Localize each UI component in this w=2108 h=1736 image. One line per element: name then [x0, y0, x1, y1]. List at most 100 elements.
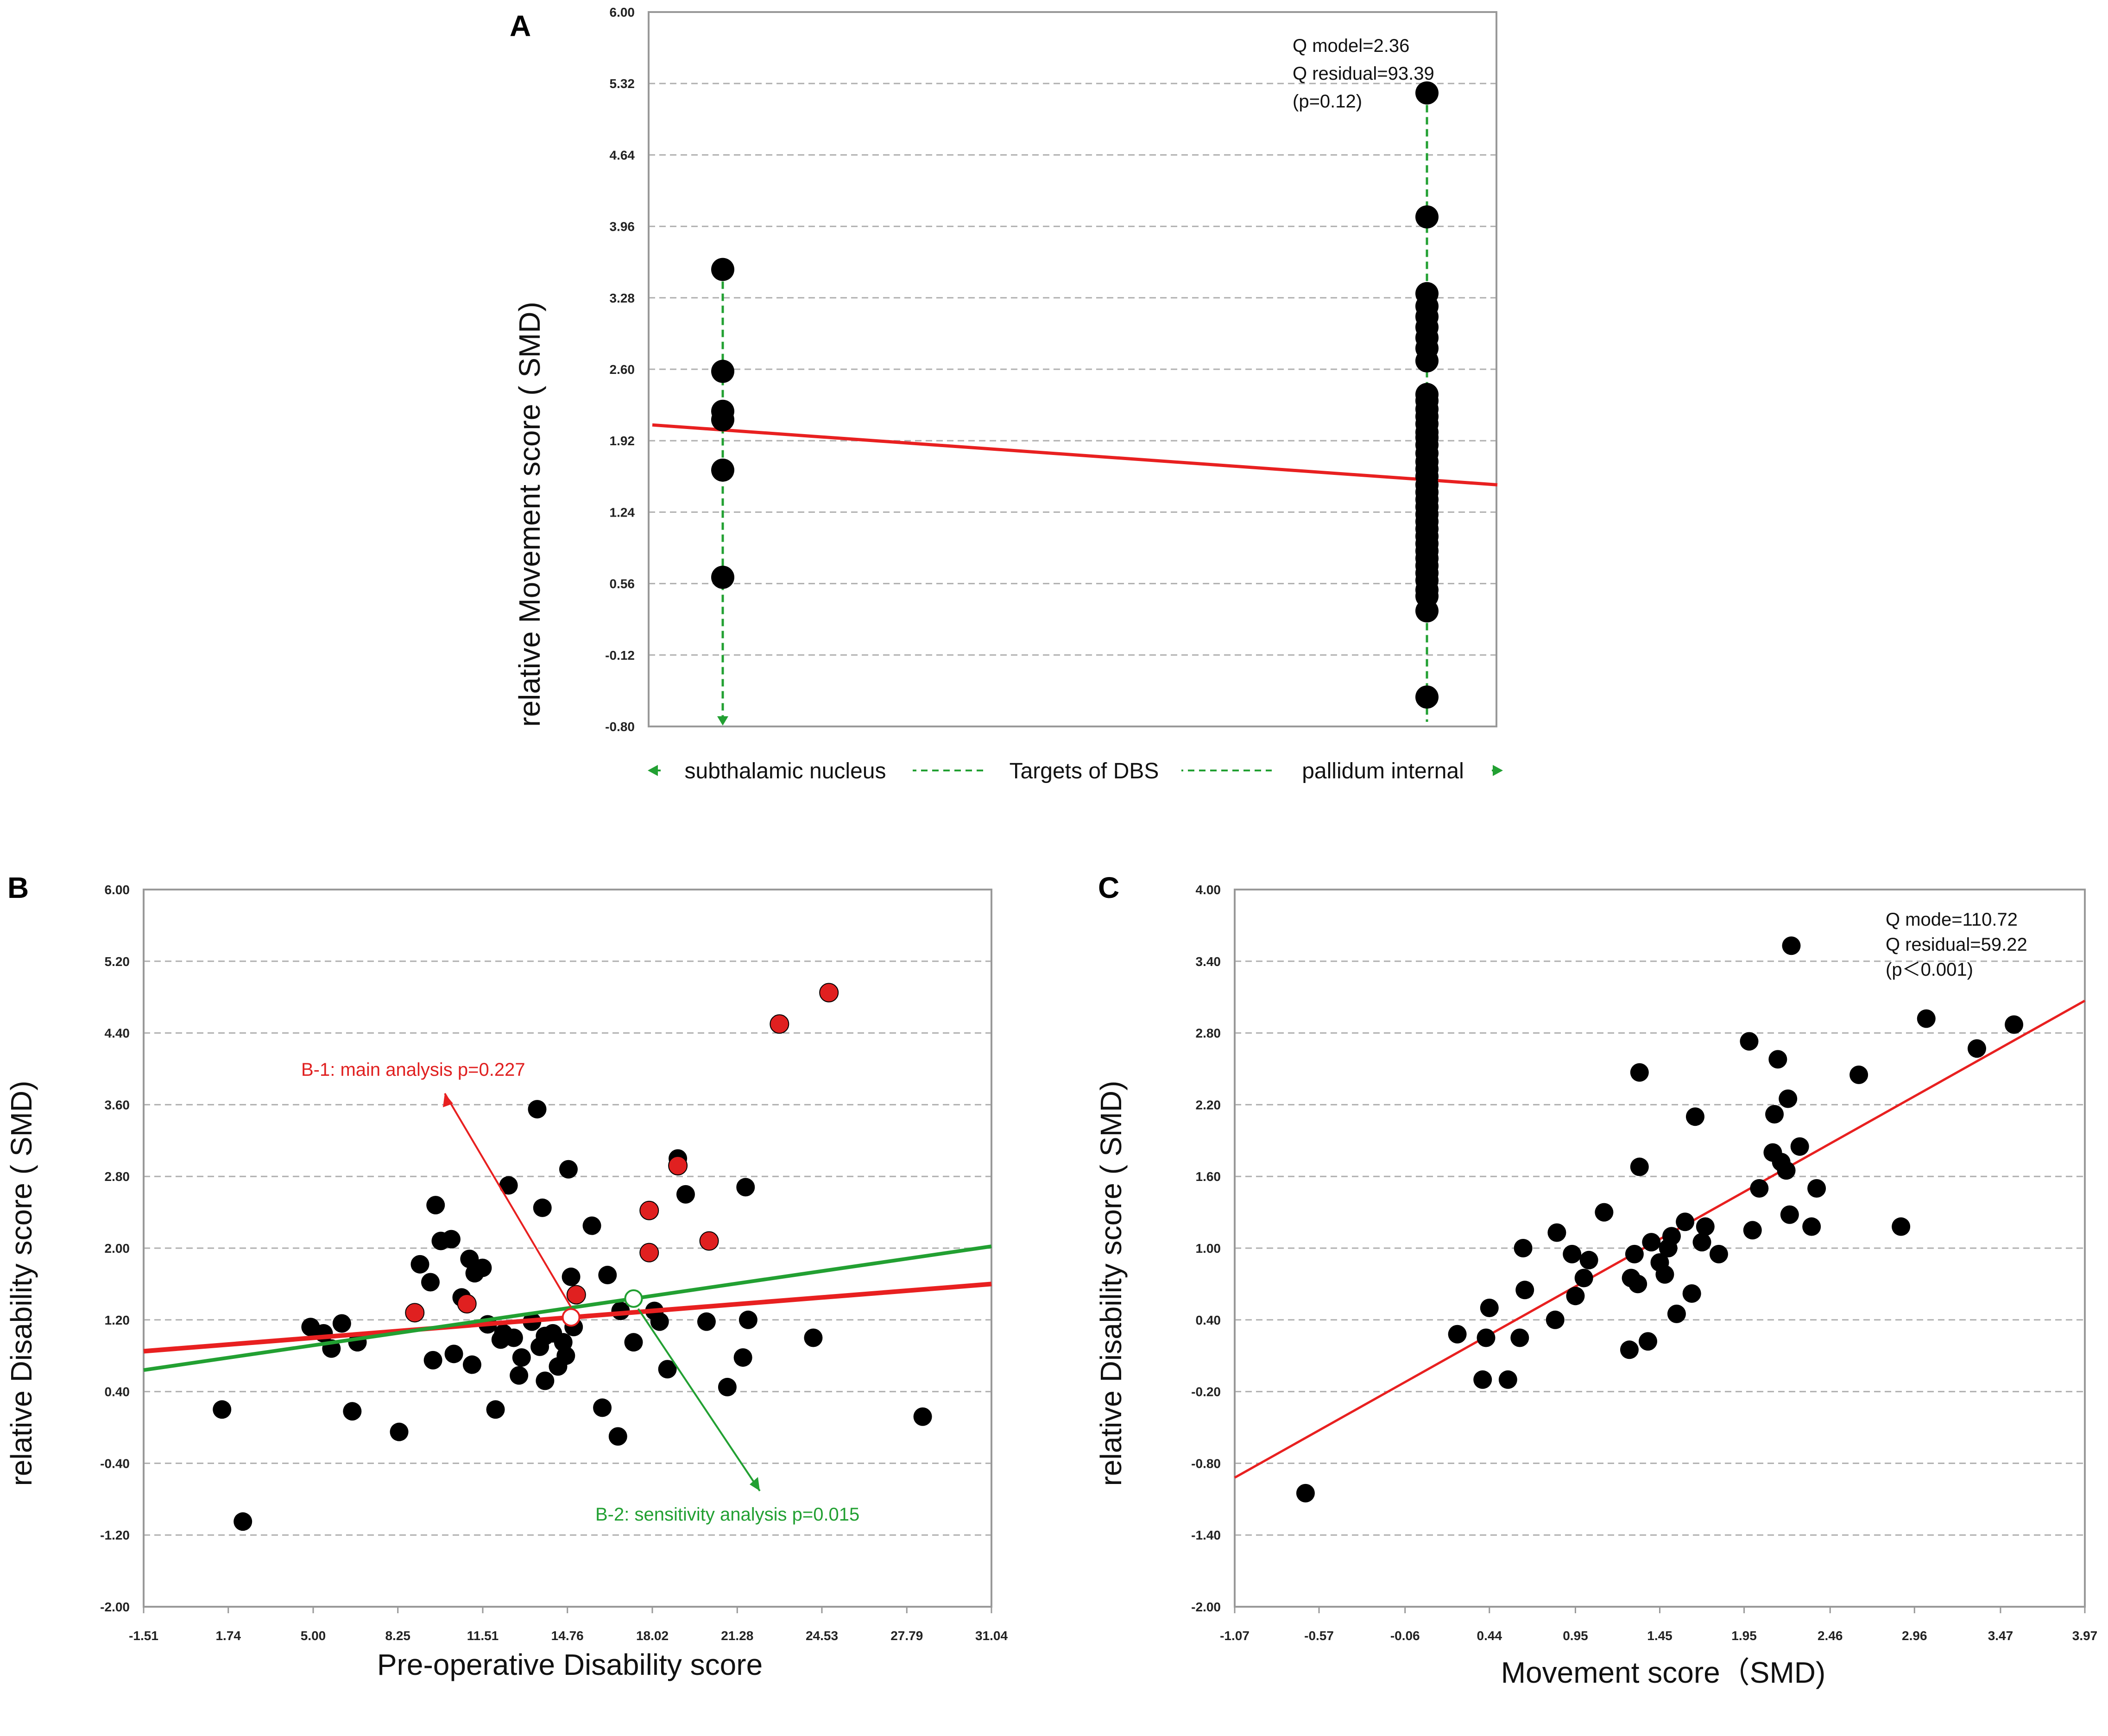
c-x-tick-label: 2.46 — [1818, 1629, 1843, 1643]
panel-a-point-pallidum — [1415, 685, 1439, 709]
b-x-tick-label: 31.04 — [975, 1629, 1008, 1643]
panel-b-point-excluded — [770, 1014, 789, 1034]
c-x-tick-label: 2.96 — [1902, 1629, 1927, 1643]
panel-c-point — [1515, 1281, 1534, 1300]
panel-a-annotation-line-1: Q model=2.36 — [1293, 36, 1409, 56]
panel-b-point — [343, 1402, 362, 1421]
c-y-tick-label: -0.80 — [1191, 1456, 1221, 1471]
panel-b-sensitivity-arrow — [637, 1308, 761, 1492]
panel-c-point — [1620, 1340, 1639, 1359]
panel-a-axis-title-bg — [987, 755, 1181, 786]
panel-b-point — [598, 1266, 617, 1285]
panel-a-regression-line — [652, 423, 1498, 486]
panel-c-point — [1768, 1050, 1787, 1069]
panel-a-x-label: Targets of DBS — [1010, 759, 1159, 783]
c-x-tick-label: -0.57 — [1304, 1629, 1334, 1643]
panel-c-annotation-line-2: Q residual=59.22 — [1886, 934, 2027, 955]
panel-b-point-excluded — [457, 1294, 477, 1313]
panel-b-point — [593, 1398, 612, 1417]
panel-b-point — [504, 1328, 523, 1347]
panel-b-point-excluded — [405, 1303, 425, 1323]
a-y-tick-label: 5.32 — [610, 76, 635, 91]
panel-b-point — [624, 1333, 643, 1352]
panel-b-point — [426, 1196, 445, 1215]
panel-c-annotation-line-3: (p＜0.001) — [1886, 960, 1973, 980]
panel-b-point-excluded — [668, 1155, 688, 1175]
panel-c-point — [1630, 1157, 1649, 1176]
a-y-tick-label: 3.28 — [610, 291, 635, 305]
panel-c-point — [1473, 1370, 1492, 1389]
panel-b-point — [676, 1185, 695, 1204]
panel-b-point-excluded — [639, 1200, 659, 1220]
panel-c-point — [1566, 1287, 1585, 1306]
a-y-tick-label: 6.00 — [610, 5, 635, 19]
panel-b-point — [462, 1355, 481, 1374]
panel-a-annotation-line-3: (p=0.12) — [1293, 91, 1362, 112]
panel-b-point — [736, 1178, 755, 1197]
b-x-tick-label: -1.51 — [129, 1629, 158, 1643]
panel-b-point — [562, 1267, 581, 1286]
panel-b-point — [697, 1312, 716, 1331]
panel-a-category-label-bg-2 — [1272, 755, 1492, 786]
b-y-tick-label: 1.20 — [105, 1313, 130, 1327]
panel-c-point — [1790, 1137, 1809, 1156]
panel-c-point — [1498, 1370, 1517, 1389]
a-y-tick-label: 2.60 — [610, 362, 635, 377]
panel-c-point — [1510, 1328, 1529, 1347]
panel-a-right-arrow-icon — [1493, 765, 1503, 776]
panel-c-point — [2005, 1015, 2024, 1034]
panel-c-point — [1682, 1284, 1701, 1303]
panel-b-point — [733, 1348, 752, 1367]
panel-a-point-pallidum — [1415, 81, 1439, 105]
panel-b-sensitivity-arrowhead-icon — [750, 1477, 760, 1491]
panel-c-point — [1546, 1310, 1565, 1329]
panel-b-point-excluded — [699, 1231, 719, 1251]
panel-a-point-subthalamic — [711, 458, 734, 482]
b-x-tick-label: 14.76 — [551, 1629, 584, 1643]
b-x-tick-label: 24.53 — [806, 1629, 838, 1643]
panel-c-letter: C — [1098, 871, 1119, 904]
b-x-tick-label: 1.74 — [215, 1629, 241, 1643]
b-y-tick-label: 4.40 — [105, 1026, 130, 1041]
panel-b-point — [582, 1216, 601, 1235]
panel-a-point-pallidum — [1415, 599, 1439, 623]
c-y-tick-label: 1.60 — [1196, 1169, 1221, 1184]
panel-b-point — [499, 1176, 518, 1195]
panel-c-point — [1892, 1217, 1911, 1236]
c-y-tick-label: 4.00 — [1196, 883, 1221, 897]
c-x-tick-label: 0.44 — [1477, 1629, 1502, 1643]
panel-c-point — [1779, 1089, 1798, 1108]
b-y-tick-label: -0.40 — [100, 1456, 130, 1471]
a-y-tick-label: 4.64 — [610, 148, 635, 162]
panel-a-letter: A — [510, 9, 531, 43]
b-x-tick-label: 5.00 — [301, 1629, 326, 1643]
a-y-tick-label: -0.80 — [605, 720, 635, 734]
panel-b-point — [556, 1346, 575, 1365]
c-y-tick-label: 1.00 — [1196, 1241, 1221, 1256]
panel-a-annotation-line-2: Q residual=93.39 — [1293, 63, 1434, 84]
panel-c-annotation-line-1: Q mode=110.72 — [1886, 909, 2018, 930]
panel-b-x-label: Pre-operative Disability score — [377, 1648, 763, 1681]
panel-c-point — [1448, 1325, 1467, 1344]
panel-b-point — [650, 1312, 669, 1331]
panel-c: C relative Disability score ( SMD) Movem… — [1094, 871, 2097, 1689]
panel-b-sensitivity-centroid-marker — [624, 1289, 643, 1308]
panel-c-point — [1849, 1065, 1868, 1084]
panel-b-point — [486, 1400, 505, 1419]
c-x-tick-label: 1.95 — [1731, 1629, 1757, 1643]
panel-c-point — [1630, 1063, 1649, 1082]
panel-b-point — [473, 1258, 492, 1277]
c-y-tick-label: -0.20 — [1191, 1385, 1221, 1399]
c-y-tick-label: 3.40 — [1196, 954, 1221, 969]
b-y-tick-label: -2.00 — [100, 1600, 130, 1614]
a-y-tick-label: 3.96 — [610, 220, 635, 234]
c-y-tick-label: 2.80 — [1196, 1026, 1221, 1041]
panel-b-point — [410, 1255, 429, 1274]
panel-b-point — [213, 1400, 232, 1419]
c-y-tick-label: -1.40 — [1191, 1528, 1221, 1542]
panel-b-point-excluded — [566, 1285, 586, 1305]
panel-b-point — [442, 1230, 461, 1249]
panel-c-point — [1547, 1223, 1566, 1242]
panel-b-point — [658, 1360, 677, 1379]
panel-c-point — [1782, 936, 1801, 955]
